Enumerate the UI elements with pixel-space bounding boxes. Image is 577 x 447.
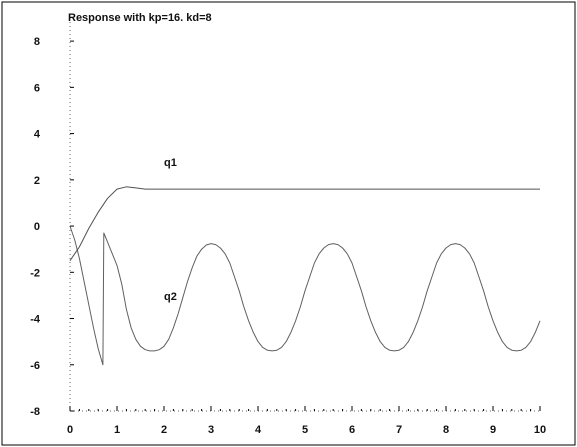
x-tick-label: 2 — [161, 424, 167, 436]
y-tick-label: -8 — [30, 406, 40, 418]
y-tick-label: 0 — [34, 221, 40, 233]
x-tick-label: 7 — [396, 424, 402, 436]
series-line-q1 — [69, 186, 540, 261]
y-tick-label: -6 — [30, 360, 40, 372]
series-label-q1: q1 — [164, 157, 177, 169]
tick-group: 0 1 2 3 4 5 6 7 8 9 10 -8 -6 -4 -2 0 2 4 6 8 — [30, 36, 546, 436]
chart-title: Response with kp=16. kd=8 — [68, 12, 212, 24]
x-tick-label: 9 — [490, 424, 496, 436]
x-tick-label: 6 — [349, 424, 355, 436]
x-tick-label: 3 — [208, 424, 214, 436]
y-tick-label: -2 — [30, 267, 40, 279]
x-tick-label: 10 — [534, 424, 546, 436]
y-tick-label: 8 — [34, 36, 40, 48]
y-tick-label: 6 — [34, 82, 40, 94]
series-line-q2 — [69, 225, 541, 366]
y-tick-label: -4 — [30, 314, 41, 326]
y-tick-label: 2 — [34, 175, 40, 187]
series-label-q2: q2 — [164, 291, 177, 303]
series-group — [69, 186, 541, 366]
x-tick-label: 8 — [443, 424, 449, 436]
x-tick-label: 4 — [255, 424, 262, 436]
x-tick-label: 0 — [67, 424, 73, 436]
x-tick-label: 5 — [302, 424, 308, 436]
label-group: Response with kp=16. kd=8 q1 q2 — [68, 12, 212, 303]
axes-group — [69, 18, 540, 412]
y-tick-label: 4 — [34, 129, 41, 141]
x-tick-label: 1 — [114, 424, 120, 436]
